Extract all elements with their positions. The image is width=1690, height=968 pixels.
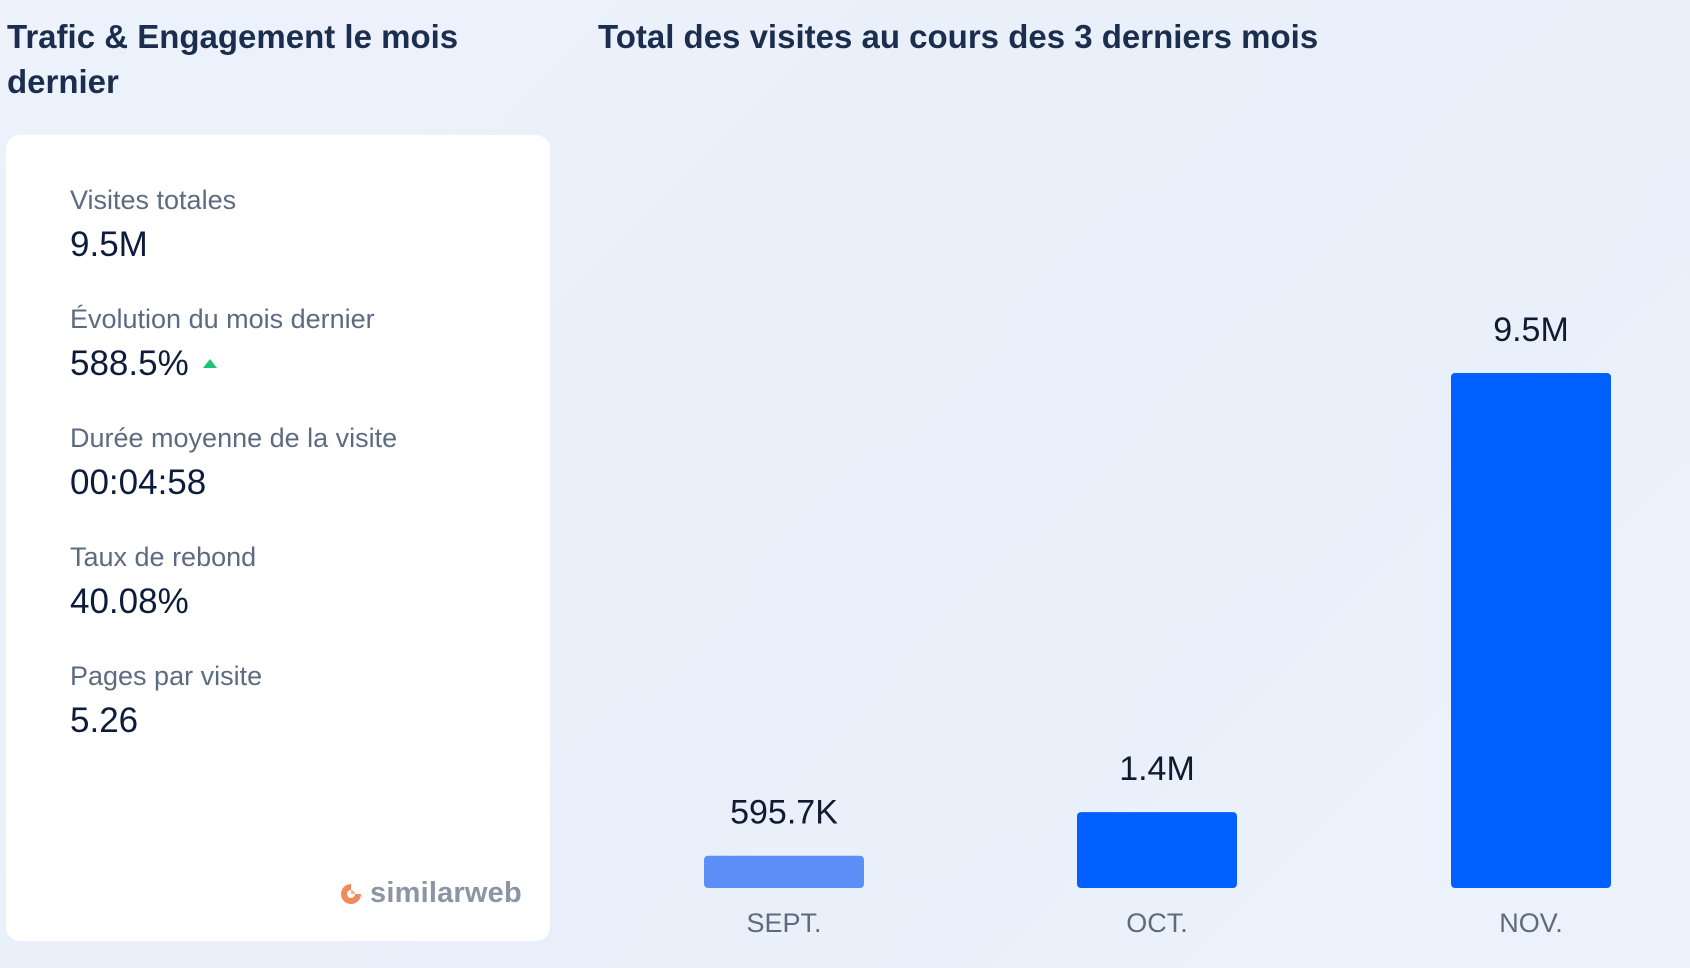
metric-monthly-change: Évolution du mois dernier 588.5% xyxy=(70,302,375,386)
metric-value-row: 588.5% xyxy=(70,342,375,386)
logo-text: similarweb xyxy=(370,877,522,909)
metric-pages-per-visit: Pages par visite 5.26 xyxy=(70,659,262,743)
bar-oct xyxy=(1077,812,1237,888)
metric-value: 00:04:58 xyxy=(70,463,207,502)
bar-value-label: 9.5M xyxy=(1493,311,1569,349)
metric-bounce-rate: Taux de rebond 40.08% xyxy=(70,540,256,624)
category-label: SEPT. xyxy=(746,908,821,938)
metric-value: 588.5% xyxy=(70,344,189,383)
metric-label: Durée moyenne de la visite xyxy=(70,423,398,453)
metric-label: Pages par visite xyxy=(70,661,263,691)
metric-total-visits: Visites totales 9.5M xyxy=(70,183,236,267)
trend-up-icon xyxy=(202,359,217,368)
category-label: NOV. xyxy=(1499,908,1563,938)
metric-value: 5.26 xyxy=(70,701,139,740)
similarweb-logo: similarweb xyxy=(338,877,522,910)
bar-value-label: 1.4M xyxy=(1119,750,1195,788)
bar-value-label: 595.7K xyxy=(730,794,838,832)
metric-label: Taux de rebond xyxy=(70,542,257,572)
bar-sept xyxy=(704,855,864,888)
visits-bar-chart: 595.7K SEPT. 1.4M OCT. 9.5M NOV. xyxy=(704,311,1611,938)
chart-title: Total des visites au cours des 3 dernier… xyxy=(598,18,1319,55)
left-panel-title: Trafic & Engagement le mois dernier xyxy=(7,18,459,100)
metric-value: 9.5M xyxy=(70,225,148,264)
metric-avg-duration: Durée moyenne de la visite 00:04:58 xyxy=(70,421,397,505)
metric-label: Évolution du mois dernier xyxy=(70,304,375,334)
metric-label: Visites totales xyxy=(70,185,237,215)
bar-nov xyxy=(1451,373,1611,888)
metric-value: 40.08% xyxy=(70,582,189,621)
engagement-card: Visites totales 9.5M Évolution du mois d… xyxy=(6,135,550,941)
similarweb-logo-icon xyxy=(341,883,361,904)
category-label: OCT. xyxy=(1126,908,1188,938)
